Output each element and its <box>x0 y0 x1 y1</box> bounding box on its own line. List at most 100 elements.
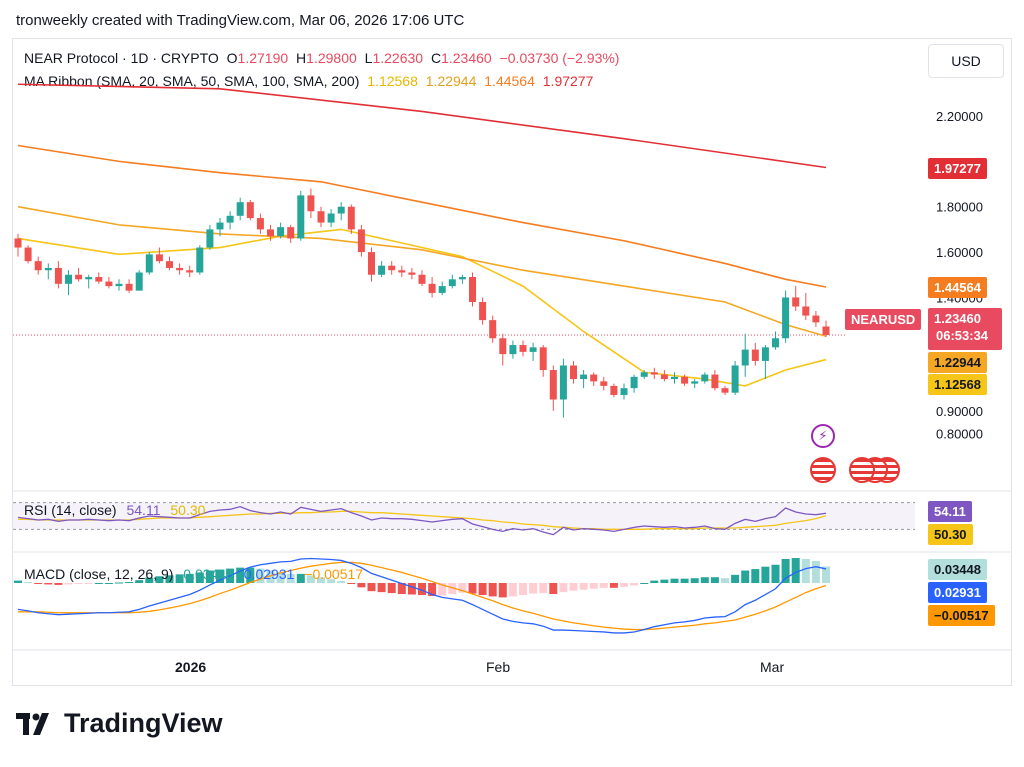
us-flag-event-icon-1[interactable] <box>849 457 875 483</box>
macd-histogram-bar <box>74 583 83 584</box>
macd-histogram-bar <box>458 583 467 593</box>
macd-histogram-bar <box>599 583 608 588</box>
macd-histogram-bar <box>327 579 336 583</box>
candle-body <box>95 277 103 282</box>
macd-line <box>17 557 827 634</box>
candle-body <box>681 376 689 384</box>
symbol-price-tag[interactable]: NEARUSD <box>845 309 922 330</box>
candle-body <box>499 338 507 355</box>
candle-body <box>600 381 608 386</box>
candle-body <box>650 372 658 375</box>
macd-histogram-bar <box>630 583 639 586</box>
candle-body <box>812 315 820 323</box>
ma-line-1 <box>17 205 827 337</box>
candle-body <box>105 281 113 287</box>
ma-line-0 <box>17 228 827 387</box>
macd-histogram-bar <box>781 559 790 583</box>
macd-histogram-bar <box>508 583 517 597</box>
candle-body <box>438 286 446 293</box>
candle-body <box>761 347 769 361</box>
candle-body <box>570 365 577 380</box>
candle-body <box>256 218 264 230</box>
rsi-axis-tag: 54.11 <box>928 501 972 522</box>
rsi-axis-tag: 50.30 <box>928 524 973 545</box>
candle-body <box>418 274 426 284</box>
macd-histogram-bar <box>367 583 376 592</box>
candle-body <box>216 222 224 230</box>
macd-histogram-bar <box>125 582 134 584</box>
macd-histogram-bar <box>115 582 123 584</box>
candle-body <box>580 374 588 380</box>
ma20-value: 1.12568 <box>367 73 418 89</box>
open-value: O1.27190 <box>226 50 289 66</box>
macd-line-value: 0.02931 <box>243 566 295 582</box>
candle-body <box>469 277 476 302</box>
candle-body <box>277 227 285 237</box>
macd-histogram-bar <box>317 577 325 583</box>
time-axis-label: 2026 <box>175 659 206 675</box>
candle-body <box>327 213 335 223</box>
low-value: L1.22630 <box>364 50 424 66</box>
candle-body <box>34 261 42 271</box>
macd-histogram-bar <box>539 583 548 594</box>
macd-histogram-bar <box>680 578 689 583</box>
macd-histogram-bar <box>822 566 830 583</box>
macd-histogram-bar <box>519 583 527 595</box>
candle-body <box>428 283 436 293</box>
candle-body <box>408 272 416 275</box>
macd-histogram-bar <box>751 569 760 583</box>
price-tick-label: 1.80000 <box>936 200 983 215</box>
candle-body <box>155 254 163 262</box>
macd-histogram-bar <box>155 576 164 583</box>
macd-histogram-bar <box>84 583 93 584</box>
macd-histogram-bar <box>165 575 174 583</box>
macd-axis-tag: −0.00517 <box>928 605 995 626</box>
candle-body <box>822 326 830 335</box>
macd-histogram-bar <box>175 574 184 583</box>
candle-body <box>186 270 194 273</box>
candle-body <box>751 349 759 361</box>
macd-histogram-bar <box>529 583 538 594</box>
candle-body <box>14 238 22 248</box>
candle-body <box>610 385 618 395</box>
candle-body <box>741 349 749 366</box>
tradingview-logo-icon <box>16 712 49 735</box>
candle-body <box>236 202 244 216</box>
macd-axis-tag: 0.03448 <box>928 559 987 580</box>
macd-histogram-bar <box>579 583 588 590</box>
ma-line-2 <box>17 144 827 288</box>
macd-histogram-bar <box>246 567 255 583</box>
candle-body <box>347 206 355 230</box>
candle-body <box>135 272 143 291</box>
candle-body <box>287 227 295 239</box>
macd-legend[interactable]: MACD (close, 12, 26, 9) 0.03448 0.02931 … <box>24 566 363 582</box>
candle-body <box>529 347 537 352</box>
candle-body <box>307 195 315 212</box>
macd-histogram-bar <box>660 579 669 583</box>
candle-body <box>388 265 396 271</box>
ma-ribbon-legend[interactable]: MA Ribbon (SMA, 20, SMA, 50, SMA, 100, S… <box>24 73 597 89</box>
rsi-legend[interactable]: RSI (14, close) 54.11 50.30 <box>24 502 205 518</box>
macd-histogram-bar <box>34 583 43 584</box>
macd-histogram-bar <box>690 578 699 583</box>
candle-body <box>519 345 527 352</box>
candle-body <box>640 372 648 377</box>
change-value: −0.03730 (−2.93%) <box>499 50 620 66</box>
candle-body <box>337 206 345 214</box>
rsi-label: RSI (14, close) <box>24 502 117 518</box>
currency-button[interactable]: USD <box>928 44 1004 78</box>
price-tick-label: 2.20000 <box>936 109 983 124</box>
macd-histogram-bar <box>700 577 709 583</box>
symbol-name[interactable]: NEAR Protocol · 1D · CRYPTO <box>24 50 219 66</box>
macd-histogram-bar <box>428 583 437 596</box>
rsi-ma-line <box>18 510 827 530</box>
lightning-icon[interactable]: ⚡ <box>811 424 835 448</box>
candle-body <box>448 279 456 287</box>
us-flag-event-icon[interactable] <box>810 457 836 483</box>
macd-hist-value: 0.03448 <box>183 566 234 582</box>
macd-histogram-bar <box>549 583 558 595</box>
price-tag: 1.12568 <box>928 374 987 395</box>
ma-line-3 <box>17 83 827 169</box>
macd-histogram-bar <box>791 558 800 583</box>
